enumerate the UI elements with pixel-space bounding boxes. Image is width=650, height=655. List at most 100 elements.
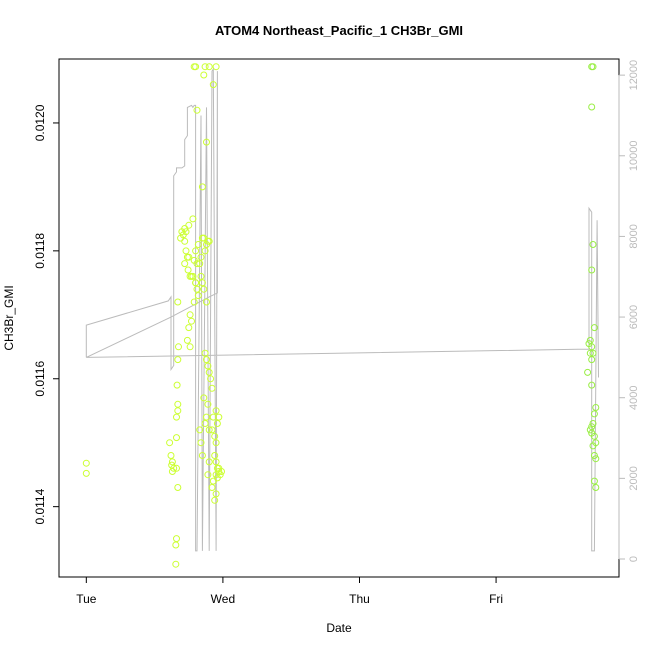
data-point xyxy=(590,452,598,459)
data-point xyxy=(168,458,176,466)
data-point xyxy=(194,292,202,300)
data-point xyxy=(190,298,198,306)
data-point xyxy=(174,407,182,415)
data-point xyxy=(174,356,182,364)
data-point xyxy=(185,221,193,229)
data-point xyxy=(189,272,197,280)
data-point xyxy=(174,400,182,408)
data-point xyxy=(203,413,210,421)
data-point xyxy=(586,426,594,434)
data-point xyxy=(592,455,600,463)
data-point xyxy=(208,484,216,491)
data-point xyxy=(166,439,174,447)
data-point xyxy=(203,356,210,364)
y-right-tick-label: 8000 xyxy=(628,224,640,248)
data-point xyxy=(182,247,190,255)
y-axis-label: CH3Br_GMI xyxy=(2,285,16,350)
x-tick-label: Thu xyxy=(349,592,370,606)
y-tick-label: 0.0114 xyxy=(33,488,47,524)
data-point xyxy=(173,413,180,421)
data-point xyxy=(82,469,90,477)
data-point xyxy=(193,106,201,114)
y-right-tick-label: 4000 xyxy=(628,385,640,409)
data-point xyxy=(186,311,194,319)
x-axis-label: Date xyxy=(326,621,352,635)
data-point xyxy=(208,384,216,392)
data-point xyxy=(590,477,598,485)
y-tick-label: 0.0118 xyxy=(33,233,47,269)
data-point xyxy=(207,375,215,383)
data-point xyxy=(588,103,596,111)
data-point xyxy=(204,362,212,370)
y-right-tick-label: 10000 xyxy=(628,140,640,171)
data-point xyxy=(174,298,182,306)
data-point xyxy=(589,241,597,248)
x-tick-label: Tue xyxy=(76,592,97,606)
data-point xyxy=(203,138,210,146)
data-point xyxy=(175,343,182,351)
data-point xyxy=(201,247,209,255)
data-point xyxy=(211,452,219,459)
data-point xyxy=(181,237,189,245)
data-point xyxy=(194,241,202,248)
data-point xyxy=(586,336,594,344)
data-point xyxy=(589,349,597,357)
data-point xyxy=(205,63,213,71)
data-point xyxy=(205,426,213,434)
data-point xyxy=(589,442,597,450)
data-point xyxy=(212,407,220,415)
data-point xyxy=(208,426,216,434)
data-point xyxy=(212,490,220,498)
data-point xyxy=(170,464,178,472)
data-point xyxy=(172,560,180,568)
data-point xyxy=(204,471,212,479)
data-point xyxy=(189,215,197,223)
data-point xyxy=(196,426,204,434)
data-point xyxy=(196,260,204,268)
plot-frame xyxy=(58,58,620,578)
data-point xyxy=(201,420,209,427)
data-point xyxy=(185,253,193,261)
data-point xyxy=(589,420,597,427)
data-point xyxy=(173,535,180,543)
data-point xyxy=(212,458,220,466)
data-point xyxy=(205,458,213,466)
data-point xyxy=(174,484,182,491)
data-point xyxy=(200,234,208,242)
data-point xyxy=(193,285,201,293)
data-point xyxy=(197,439,205,447)
data-point xyxy=(173,464,180,472)
series-line-0 xyxy=(85,67,599,552)
data-point xyxy=(590,410,598,418)
data-point xyxy=(585,340,593,348)
series-line-layer xyxy=(85,67,599,552)
data-point xyxy=(205,237,213,245)
data-point xyxy=(212,471,220,479)
data-point xyxy=(185,324,193,332)
data-point xyxy=(203,298,210,306)
data-point xyxy=(592,484,600,491)
data-point xyxy=(584,368,592,376)
data-point xyxy=(215,413,223,421)
data-point xyxy=(588,266,596,274)
data-point xyxy=(183,336,191,344)
data-point xyxy=(82,459,90,467)
chart-title: ATOM4 Northeast_Pacific_1 CH3Br_GMI xyxy=(215,23,463,38)
data-point xyxy=(200,71,208,79)
data-point xyxy=(192,247,200,255)
y-axis: 0.0114 0.0116 0.0118 0.0120 xyxy=(33,104,60,525)
y-tick-label: 0.0116 xyxy=(33,361,47,397)
data-point xyxy=(211,496,219,504)
data-point xyxy=(590,432,598,440)
data-point xyxy=(197,253,205,261)
data-point xyxy=(205,368,213,376)
data-point xyxy=(173,434,180,442)
y-axis-right: 0 2000 4000 6000 8000 10000 12000 xyxy=(618,60,640,562)
y-tick-label: 0.0120 xyxy=(33,104,47,141)
data-point xyxy=(211,432,219,440)
series-points-layer xyxy=(82,63,600,568)
data-point xyxy=(167,452,175,459)
data-point xyxy=(188,317,195,325)
data-point xyxy=(213,420,221,427)
